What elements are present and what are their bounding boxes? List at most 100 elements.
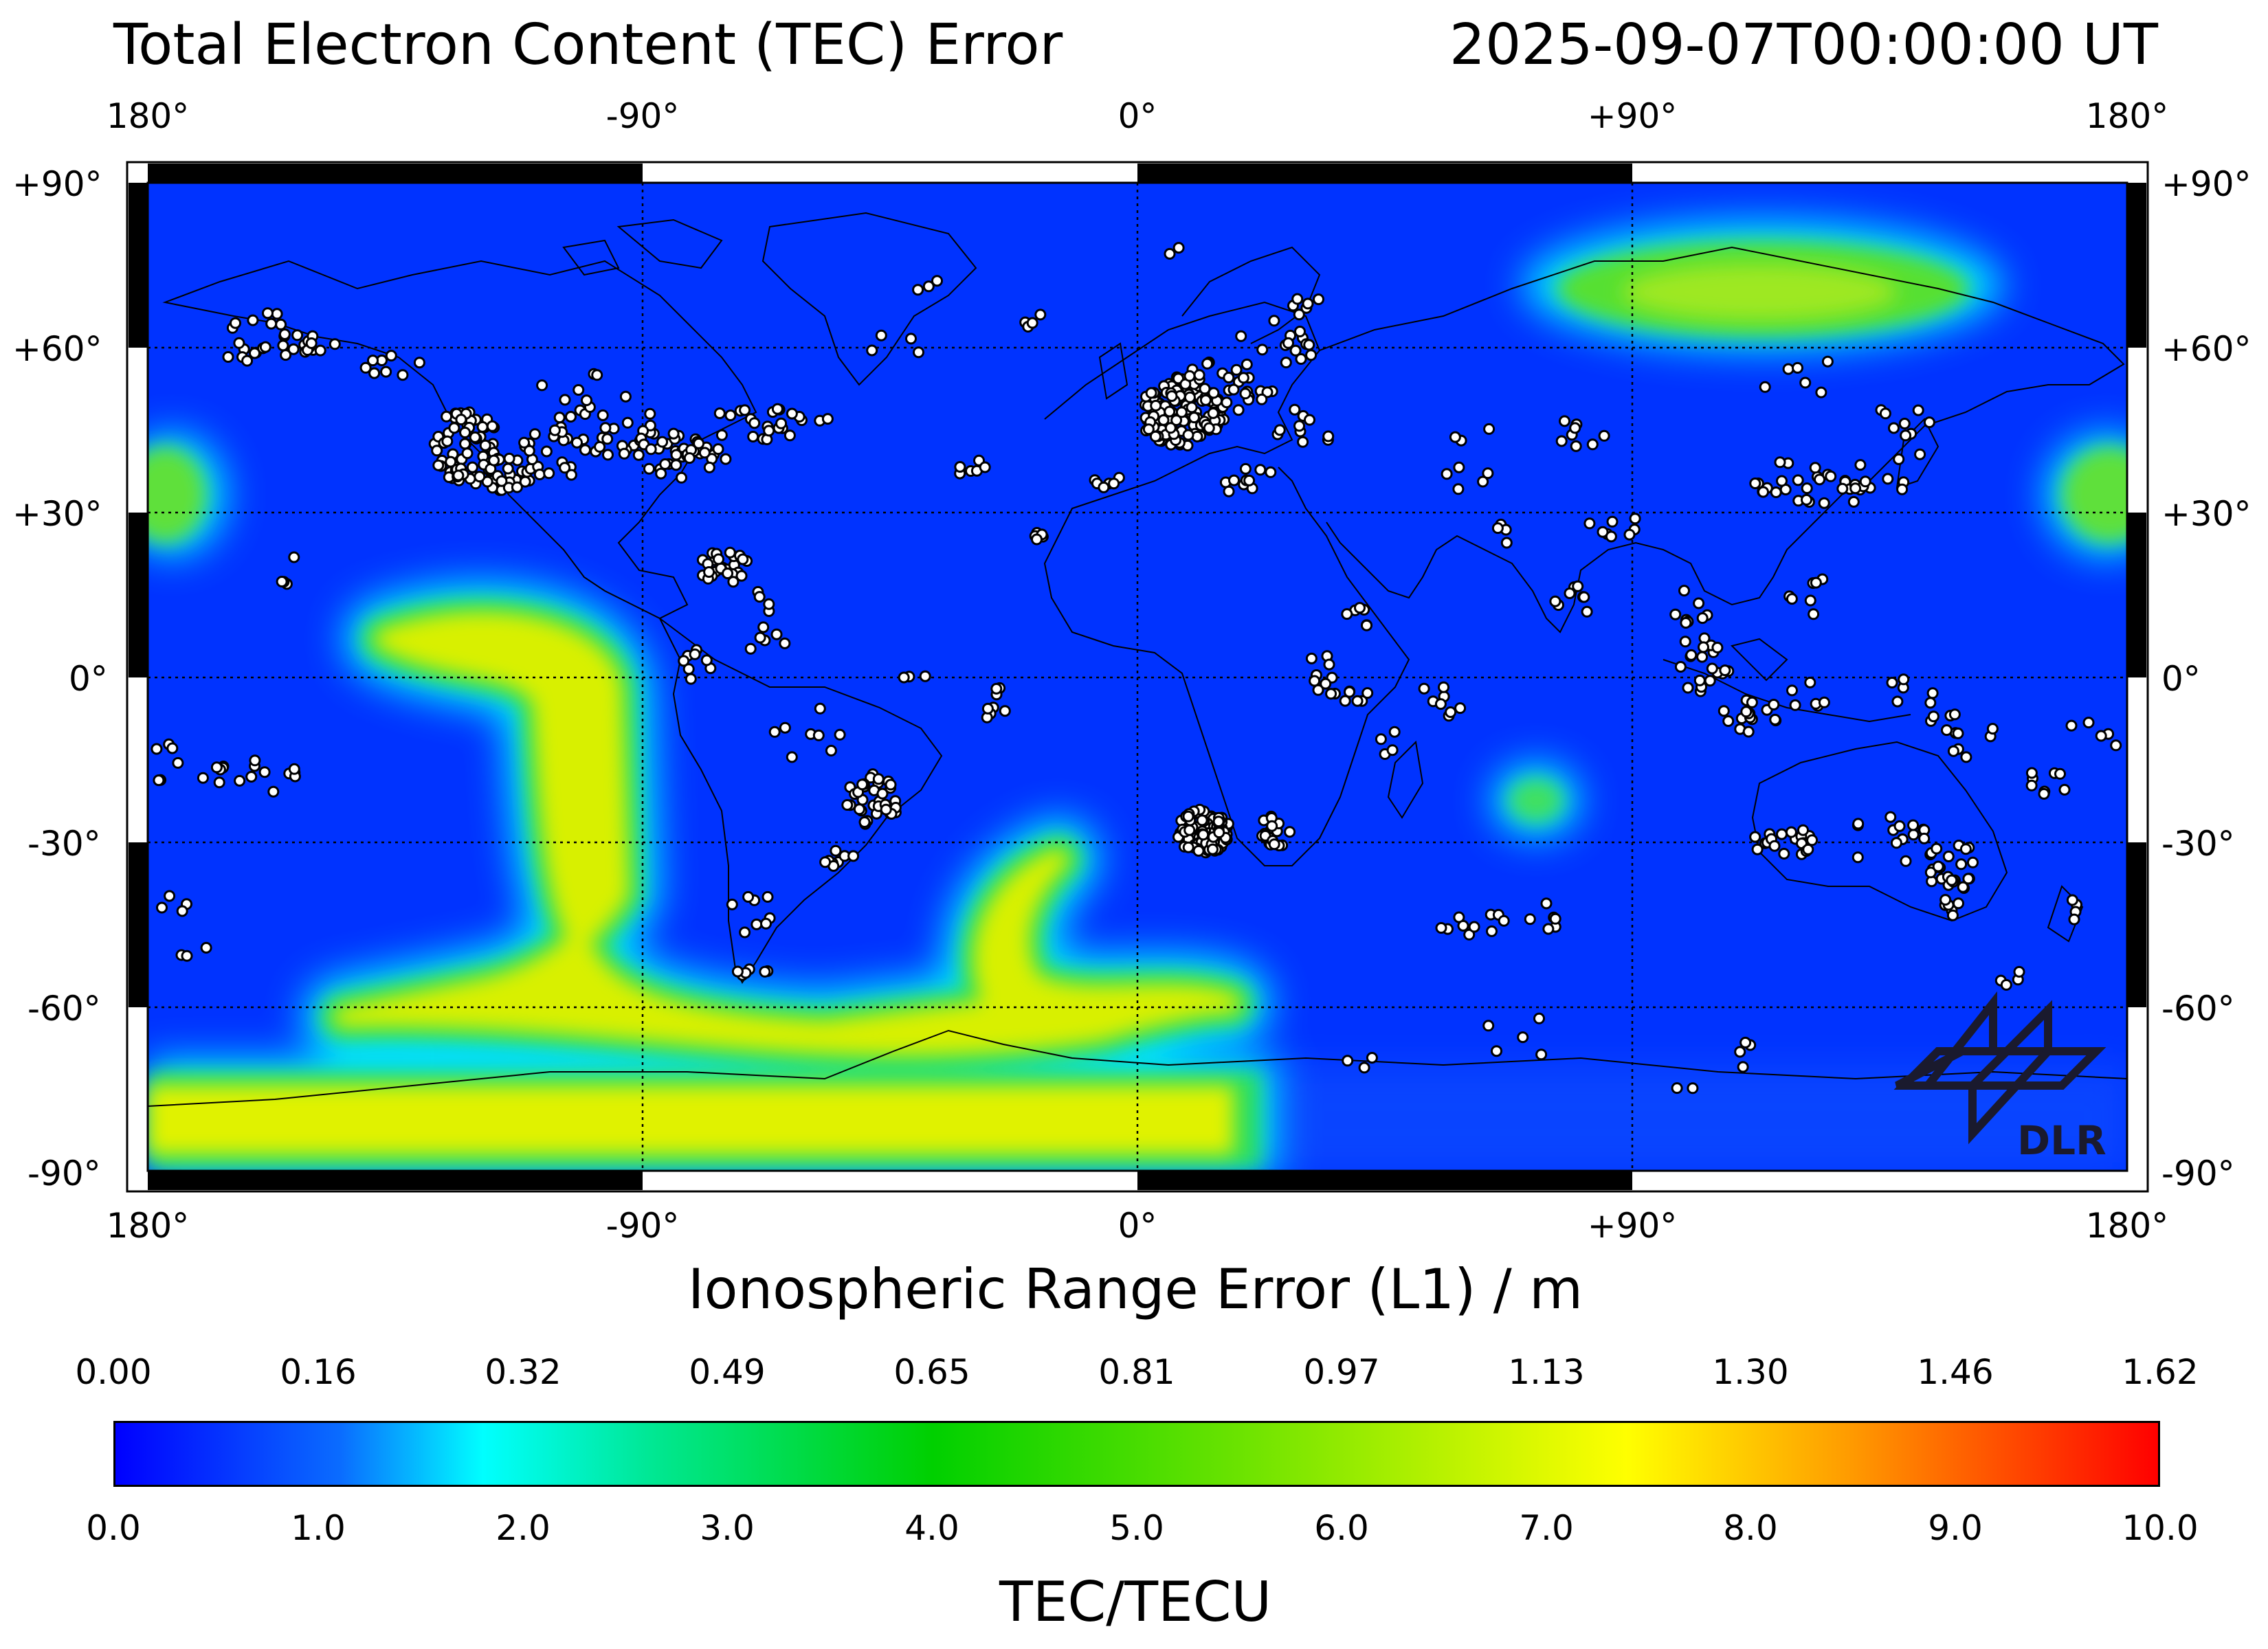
- station-marker: [659, 458, 671, 470]
- station-marker: [1256, 393, 1268, 405]
- station-marker: [1555, 435, 1568, 447]
- station-marker: [685, 673, 697, 685]
- station-marker: [210, 761, 223, 774]
- station-marker: [1768, 840, 1781, 852]
- station-marker: [1598, 429, 1610, 442]
- station-marker: [1268, 838, 1280, 851]
- station-marker: [1386, 744, 1399, 756]
- station-marker: [667, 427, 680, 440]
- station-marker: [291, 329, 304, 341]
- station-marker: [385, 350, 397, 362]
- station-marker: [1344, 686, 1355, 698]
- station-marker: [979, 461, 991, 473]
- station-marker: [2013, 965, 2025, 978]
- station-marker: [518, 436, 531, 449]
- station-marker: [678, 655, 690, 667]
- station-marker: [459, 427, 471, 438]
- station-marker: [700, 654, 713, 666]
- station-marker: [1323, 658, 1335, 671]
- station-marker: [1305, 349, 1318, 361]
- station-marker: [1305, 652, 1318, 664]
- station-marker: [1449, 431, 1461, 443]
- station-marker: [821, 413, 834, 425]
- station-marker: [314, 344, 326, 357]
- station-marker: [1825, 470, 1837, 482]
- station-marker: [287, 343, 300, 355]
- station-marker: [1034, 309, 1047, 321]
- station-marker: [1751, 843, 1764, 855]
- station-marker: [1704, 675, 1716, 687]
- station-marker: [1569, 422, 1581, 434]
- map-title: Total Electron Content (TEC) Error: [113, 12, 1063, 78]
- station-marker: [1927, 710, 1939, 723]
- station-marker: [885, 778, 897, 791]
- station-marker: [1293, 420, 1305, 432]
- station-marker: [1578, 591, 1590, 603]
- station-marker: [1341, 608, 1353, 620]
- station-marker: [618, 447, 630, 460]
- station-marker: [559, 394, 571, 406]
- station-marker: [1223, 372, 1235, 383]
- station-marker: [1809, 462, 1821, 474]
- lat-label-right-90s: -90°: [2161, 1154, 2235, 1193]
- station-marker: [1145, 387, 1157, 399]
- station-marker: [856, 778, 869, 791]
- station-marker: [1799, 377, 1812, 389]
- station-marker: [1682, 682, 1694, 694]
- station-marker: [1960, 751, 1972, 763]
- station-marker: [753, 591, 766, 603]
- station-marker: [1586, 438, 1599, 451]
- station-marker: [2025, 767, 2038, 779]
- station-marker: [1986, 723, 1999, 735]
- station-marker: [1186, 401, 1198, 414]
- station-marker: [1366, 1052, 1378, 1064]
- lat-label-right-60n: +60°: [2161, 329, 2252, 369]
- station-marker: [783, 429, 796, 442]
- tec-tick: 0.0: [86, 1508, 141, 1548]
- lon-label-top-90w: -90°: [605, 96, 680, 136]
- station-marker: [153, 774, 165, 787]
- station-marker: [156, 901, 168, 914]
- station-marker: [676, 471, 687, 484]
- station-marker: [1888, 422, 1900, 434]
- station-marker: [276, 576, 288, 587]
- station-marker: [713, 407, 726, 419]
- station-marker: [1836, 482, 1849, 495]
- station-marker: [1342, 1055, 1354, 1067]
- station-marker: [1932, 860, 1944, 873]
- station-marker: [1942, 851, 1955, 862]
- station-marker: [579, 444, 591, 456]
- range-tick: 0.00: [75, 1352, 152, 1392]
- station-marker: [1486, 925, 1498, 937]
- station-marker: [181, 950, 193, 962]
- station-marker: [536, 379, 548, 392]
- station-marker: [1854, 459, 1867, 471]
- lon-label-bottom-180e: 180°: [2085, 1206, 2169, 1246]
- station-marker: [763, 425, 775, 437]
- station-marker: [1742, 726, 1755, 738]
- lon-label-top-180w: 180°: [106, 96, 190, 136]
- station-marker: [1749, 831, 1761, 843]
- station-marker: [230, 317, 241, 329]
- station-marker: [1313, 293, 1324, 306]
- station-marker: [1540, 897, 1553, 910]
- station-marker: [591, 369, 603, 381]
- station-marker: [1312, 684, 1324, 696]
- lat-label-left-30n: +30°: [12, 494, 102, 534]
- lon-label-top-0: 0°: [1118, 96, 1157, 136]
- station-marker: [1706, 662, 1718, 675]
- station-marker: [1757, 486, 1769, 498]
- station-marker: [1967, 856, 1979, 868]
- station-marker: [1463, 928, 1476, 941]
- station-marker: [601, 433, 614, 445]
- station-marker: [1266, 820, 1278, 832]
- station-marker: [459, 438, 471, 450]
- station-marker: [1517, 1031, 1529, 1044]
- station-marker: [1774, 456, 1786, 469]
- station-marker: [1931, 842, 1943, 855]
- station-marker: [431, 445, 443, 457]
- station-marker: [1746, 696, 1758, 708]
- station-marker: [744, 642, 757, 655]
- station-marker: [1149, 430, 1161, 442]
- range-tick: 0.16: [280, 1352, 357, 1392]
